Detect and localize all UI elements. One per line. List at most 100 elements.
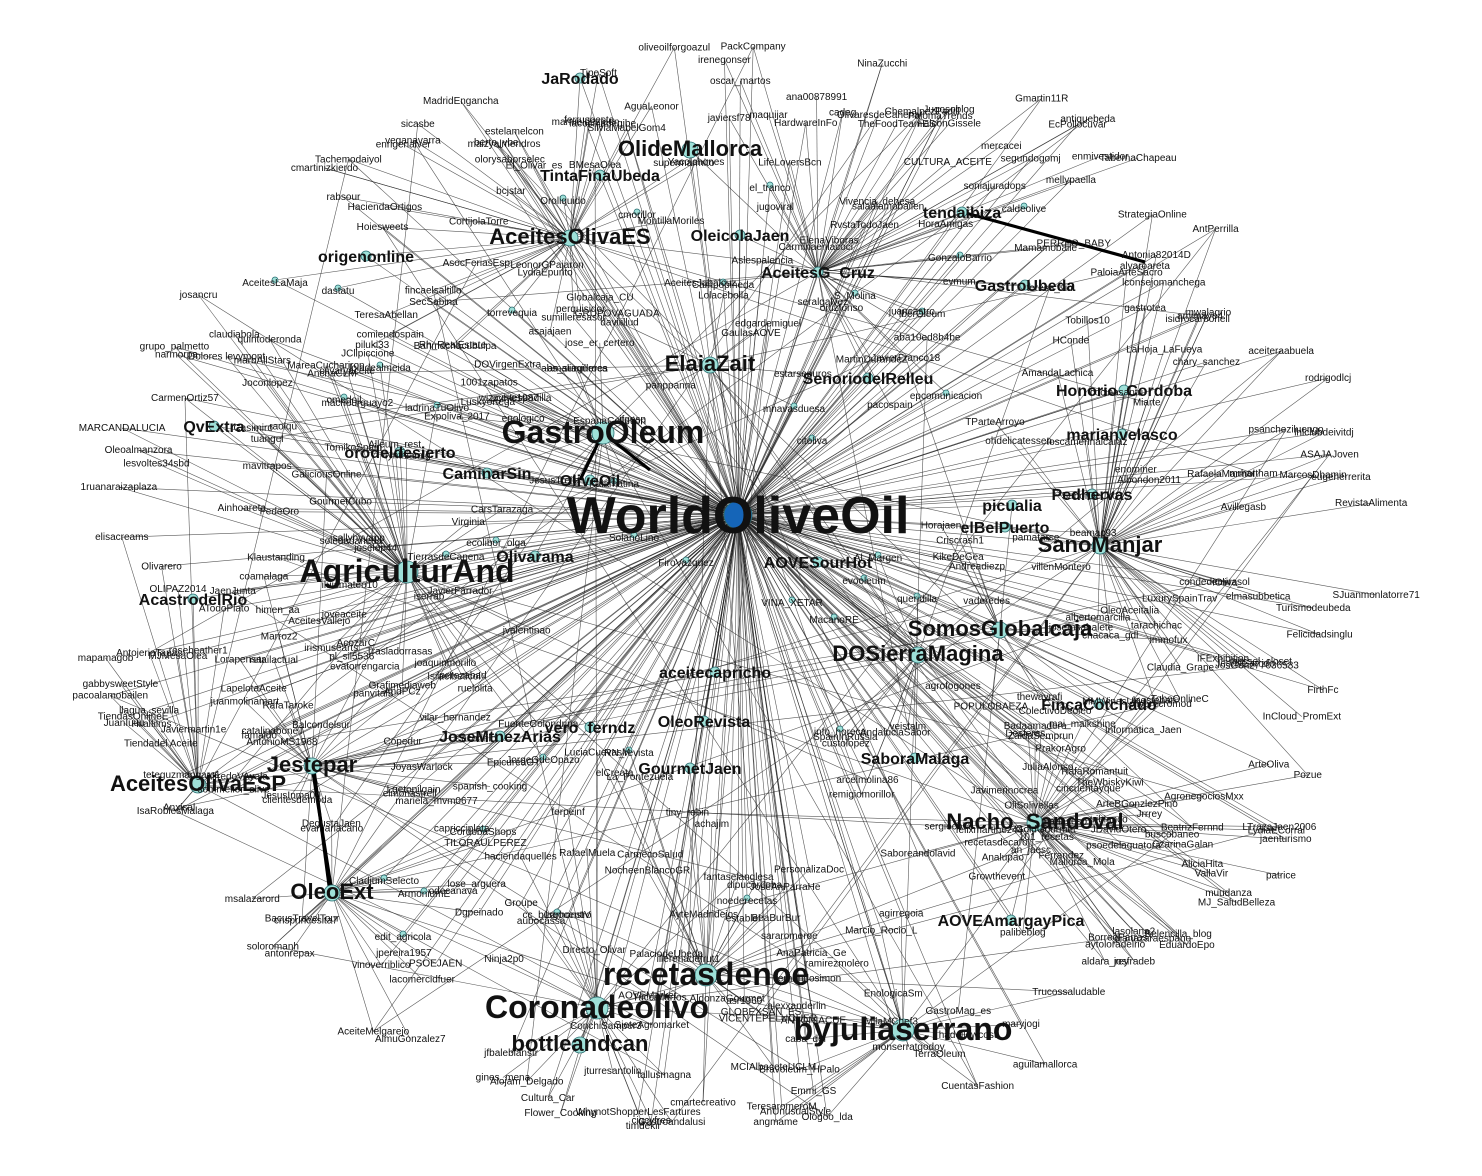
minor-node-label: mapamagob [78, 653, 134, 664]
node-label: SomosGlobalcaja [908, 616, 1093, 641]
edge [596, 514, 739, 1009]
minor-node-label: thewayrafi [1017, 692, 1063, 703]
minor-node-label: BorregParras [1088, 932, 1147, 943]
minor-node-label: Ologoo_lda [802, 1112, 854, 1123]
minor-node-label: supermarmito [653, 158, 715, 169]
edge [384, 206, 571, 239]
minor-node-label: ElenaViboras [800, 235, 859, 246]
edge [1099, 545, 1261, 662]
edge [331, 892, 480, 913]
edge [948, 822, 1036, 827]
minor-node-label: TipeSoft [580, 68, 617, 79]
node-oroliquido [559, 194, 567, 202]
edge [252, 892, 333, 900]
edge [331, 432, 604, 829]
edge [817, 185, 995, 273]
edge [596, 228, 1216, 1009]
node-evooleum [860, 574, 868, 582]
minor-node-label: msalazarord [225, 894, 280, 905]
edge [1099, 350, 1282, 547]
edge [331, 364, 711, 374]
edge [331, 46, 754, 894]
minor-node-label: Desferas_ [1005, 729, 1051, 740]
edge [351, 571, 408, 657]
minor-node-label: piluki33 [355, 340, 389, 351]
minor-node-label: El_Olivar_es [506, 161, 563, 172]
edge [1099, 228, 1216, 547]
edge [737, 514, 1022, 1025]
minor-node-label: perquisidor [556, 304, 606, 315]
edge [273, 659, 313, 767]
heavy-edge [611, 438, 651, 472]
node-ecolibor_olga [492, 536, 500, 544]
edge [1099, 474, 1314, 547]
edge [197, 514, 739, 786]
edge [689, 767, 707, 976]
minor-node-label: BeatrizFernnd [1161, 823, 1224, 834]
minor-node-label: Tiendadel Aceite [124, 738, 198, 749]
node-label: Kalamatina [589, 479, 639, 490]
minor-node-label: AcozarC [337, 638, 375, 649]
edge [311, 666, 366, 767]
minor-node-label: ArteBGonzlezPino [1096, 799, 1178, 810]
edge [817, 179, 1072, 273]
minor-node-label: irenegonser [698, 55, 751, 66]
edge [495, 514, 739, 541]
edge [574, 368, 604, 434]
node-label: AceitesLaMaja [242, 278, 308, 289]
minor-node-label: antonrepax [265, 949, 315, 960]
node-label: picualia [982, 498, 1042, 515]
edge [817, 115, 941, 273]
edge [355, 571, 408, 644]
edge [1034, 429, 1287, 824]
minor-node-label: himen_aa [256, 605, 300, 616]
edge [279, 511, 408, 573]
node-label: JoseMtnezArias [439, 729, 561, 746]
edge [817, 271, 913, 312]
edge [433, 271, 819, 303]
minor-node-label: HoraAmigas [918, 219, 973, 230]
edge [311, 765, 828, 1118]
node-caldeolive [1020, 202, 1028, 210]
node-aoveamargaypica [1005, 914, 1017, 926]
edge [737, 514, 1012, 921]
edge [569, 121, 586, 239]
minor-node-label: PalaciodeUbeda [630, 949, 704, 960]
edge [357, 402, 408, 573]
edge [609, 420, 739, 516]
minor-node-label: SecSabina [409, 297, 458, 308]
node-label: Coronadeolivo [485, 989, 709, 1025]
minor-node-label: TParteArroyo [965, 417, 1025, 428]
minor-node-label: tiny_robin [666, 808, 709, 819]
minor-node-label: MilaMChef3 [865, 1016, 919, 1027]
minor-node-label: GastroMag_es [926, 1006, 992, 1017]
edge [569, 237, 1147, 403]
minor-node-label: lhlclubdeivitdj [1294, 428, 1353, 439]
edge [817, 254, 961, 273]
edge [579, 514, 739, 1046]
minor-node-label: EcPollocuvar [1048, 120, 1107, 131]
edge [737, 514, 959, 558]
minor-node-label: AmandaLachica [1022, 368, 1094, 379]
minor-node-label: panppanna [646, 381, 696, 392]
edge [737, 514, 786, 888]
edge [234, 334, 408, 573]
edge [596, 1007, 665, 1076]
minor-node-label: mariasesp [1041, 817, 1088, 828]
node-label: GastroOleum [502, 414, 705, 450]
edge [311, 717, 456, 767]
edge [1099, 545, 1302, 717]
edge [817, 223, 946, 273]
edge [1099, 389, 1125, 547]
edge [1099, 545, 1309, 776]
minor-node-label: sumilleresasor [541, 313, 606, 324]
edge [406, 571, 527, 631]
edge [489, 382, 739, 516]
edge [907, 654, 919, 727]
minor-node-label: maizyalmendros [468, 139, 541, 150]
minor-node-label: cmartinizkierdo [291, 163, 359, 174]
edge [737, 514, 1257, 666]
edge [602, 432, 978, 1087]
minor-node-label: mavitrapos [243, 461, 292, 472]
node-sanomanjar [1091, 537, 1109, 555]
